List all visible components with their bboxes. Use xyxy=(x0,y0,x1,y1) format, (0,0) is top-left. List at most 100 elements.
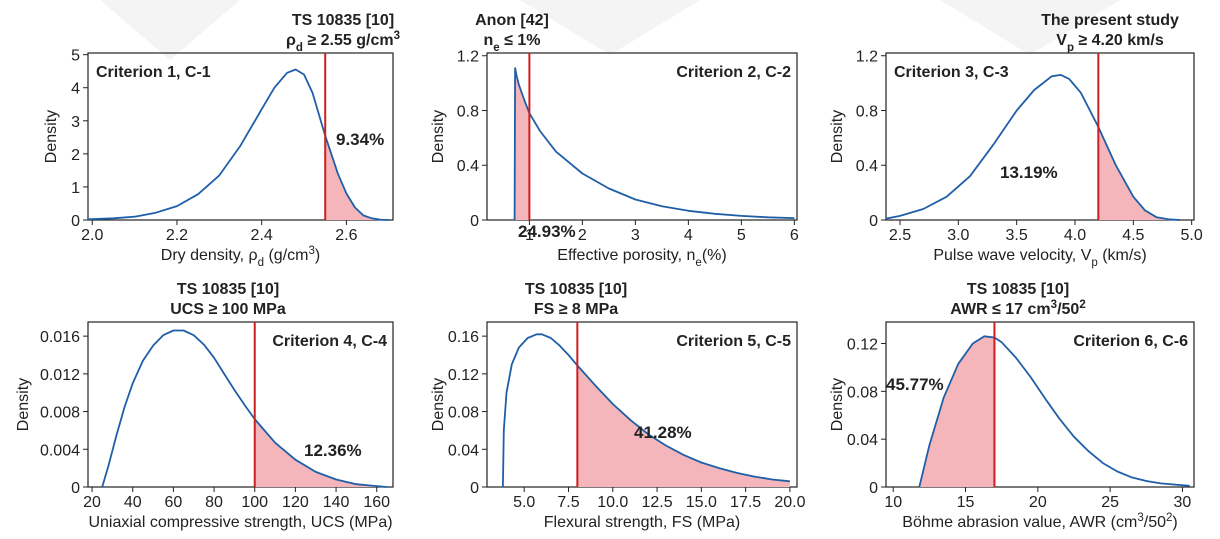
percentage-label: 45.77% xyxy=(886,375,944,394)
y-tick-label: 0 xyxy=(869,213,878,230)
density-curve xyxy=(885,74,1181,221)
x-tick-label: 160 xyxy=(363,494,390,511)
x-tick-label: 20 xyxy=(83,494,101,511)
y-axis-label: Density xyxy=(829,378,846,431)
title-line-1: The present study xyxy=(1041,12,1179,29)
title-line-1: TS 10835 [10] xyxy=(967,281,1069,298)
x-tick-label: 120 xyxy=(282,494,309,511)
y-tick-label: 1 xyxy=(71,180,80,197)
chart-panel-1: 2.0 2.2 2.4 2.6 0 1 2 3 4 5 Dry density, ρd (g/cm3… xyxy=(43,12,400,269)
y-tick-label: 0 xyxy=(470,480,479,497)
x-tick-label: 5.0 xyxy=(1181,227,1203,244)
x-tick-label: 15.0 xyxy=(686,494,717,511)
y-tick-label: 0.4 xyxy=(856,158,878,175)
criterion-label: Criterion 1, C-1 xyxy=(96,64,211,81)
x-tick-label: 20.0 xyxy=(774,494,805,511)
title-line-1: TS 10835 [10] xyxy=(292,12,394,29)
criterion-label: Criterion 2, C-2 xyxy=(676,64,791,81)
y-tick-label: 1.2 xyxy=(856,49,878,66)
y-tick-label: 0.04 xyxy=(448,442,479,459)
title-line-2: ne ≤ 1% xyxy=(484,32,541,54)
y-tick-label: 0.08 xyxy=(847,384,878,401)
x-tick-label: 5.0 xyxy=(513,494,535,511)
x-tick-label: 6 xyxy=(790,227,799,244)
shaded-area xyxy=(325,135,389,220)
x-tick-label: 100 xyxy=(241,494,268,511)
percentage-label: 9.34% xyxy=(336,130,384,149)
y-axis-label: Density xyxy=(829,110,846,163)
y-tick-label: 2 xyxy=(71,147,80,164)
y-tick-label: 0.4 xyxy=(457,158,479,175)
x-tick-label: 60 xyxy=(165,494,183,511)
criterion-label: Criterion 6, C-6 xyxy=(1073,333,1188,350)
x-tick-label: 40 xyxy=(124,494,142,511)
x-tick-label: 3.5 xyxy=(1006,227,1028,244)
y-axis-label: Density xyxy=(15,378,32,431)
y-tick-label: 0 xyxy=(71,480,80,497)
x-axis-label: Dry density, ρd (g/cm3) xyxy=(161,245,320,269)
percentage-label: 13.19% xyxy=(1000,163,1058,182)
y-axis-label: Density xyxy=(43,110,60,163)
y-tick-label: 0.08 xyxy=(448,405,479,422)
x-tick-label: 2.0 xyxy=(81,227,103,244)
x-tick-label: 7.5 xyxy=(557,494,579,511)
density-curve xyxy=(918,335,1190,488)
x-tick-label: 2.6 xyxy=(335,227,357,244)
y-tick-label: 0.004 xyxy=(40,442,80,459)
y-axis-label: Density xyxy=(430,378,447,431)
x-tick-label: 30 xyxy=(1174,494,1192,511)
density-curve xyxy=(101,329,387,488)
y-tick-label: 0.16 xyxy=(448,329,479,346)
chart-panel-6: 10 15 20 25 30 0 0.04 0.08 0.12 Böhme abrasion va… xyxy=(829,281,1195,531)
percentage-label: 24.93% xyxy=(518,222,576,241)
x-axis-label: Böhme abrasion value, AWR (cm3/502) xyxy=(902,512,1177,531)
title-line-1: Anon [42] xyxy=(475,12,549,29)
y-tick-label: 5 xyxy=(71,48,80,65)
criterion-label: Criterion 4, C-4 xyxy=(272,333,387,350)
criterion-label: Criterion 5, C-5 xyxy=(676,333,791,350)
plot-frame xyxy=(486,52,798,221)
shaded-area xyxy=(919,336,995,487)
x-tick-label: 3 xyxy=(631,227,640,244)
percentage-label: 12.36% xyxy=(304,441,362,460)
y-tick-label: 0.12 xyxy=(847,337,878,354)
chart-panel-2: 1 2 3 4 5 6 0 0.4 0.8 1.2 Effective porosity, ne(%… xyxy=(430,12,799,269)
y-tick-label: 0.012 xyxy=(40,367,80,384)
x-axis-label: Pulse wave velocity, Vp (km/s) xyxy=(933,247,1146,269)
title-line-2: AWR ≤ 17 cm3/502 xyxy=(950,299,1085,318)
y-tick-label: 0 xyxy=(869,480,878,497)
y-tick-label: 0.12 xyxy=(448,367,479,384)
x-tick-label: 2.2 xyxy=(166,227,188,244)
shaded-area xyxy=(1098,126,1180,220)
y-tick-label: 3 xyxy=(71,114,80,131)
chart-panel-5: 5.0 7.5 10.0 12.5 15.0 17.5 20.0 0 0.04 0.08 0.12 0… xyxy=(430,281,806,531)
y-tick-label: 0 xyxy=(470,213,479,230)
x-tick-label: 2.4 xyxy=(251,227,273,244)
x-tick-label: 17.5 xyxy=(730,494,761,511)
title-line-2: UCS ≥ 100 MPa xyxy=(170,301,286,318)
plot-frame xyxy=(885,52,1195,221)
title-line-2: Vp ≥ 4.20 km/s xyxy=(1056,32,1164,54)
title-line-1: TS 10835 [10] xyxy=(525,281,627,298)
density-curve xyxy=(87,68,389,221)
watermark xyxy=(100,0,1120,60)
x-tick-label: 4.5 xyxy=(1122,227,1144,244)
x-tick-label: 80 xyxy=(205,494,223,511)
x-tick-label: 3.0 xyxy=(947,227,969,244)
x-tick-label: 2 xyxy=(578,227,587,244)
density-curve xyxy=(502,333,790,488)
y-axis-label: Density xyxy=(430,110,447,163)
x-tick-label: 20 xyxy=(1029,494,1047,511)
x-tick-label: 10.0 xyxy=(597,494,628,511)
criterion-label: Criterion 3, C-3 xyxy=(894,64,1009,81)
x-tick-label: 15 xyxy=(957,494,975,511)
x-tick-label: 12.5 xyxy=(641,494,672,511)
density-curve xyxy=(513,67,795,221)
y-tick-label: 1.2 xyxy=(457,49,479,66)
x-tick-label: 10 xyxy=(884,494,902,511)
y-tick-label: 0.8 xyxy=(457,103,479,120)
percentage-label: 41.28% xyxy=(634,423,692,442)
x-axis-label: Flexural strength, FS (MPa) xyxy=(544,514,741,531)
chart-panel-3: 2.5 3.0 3.5 4.0 4.5 5.0 0 0.4 0.8 1.2 Pulse wave v… xyxy=(829,12,1203,269)
